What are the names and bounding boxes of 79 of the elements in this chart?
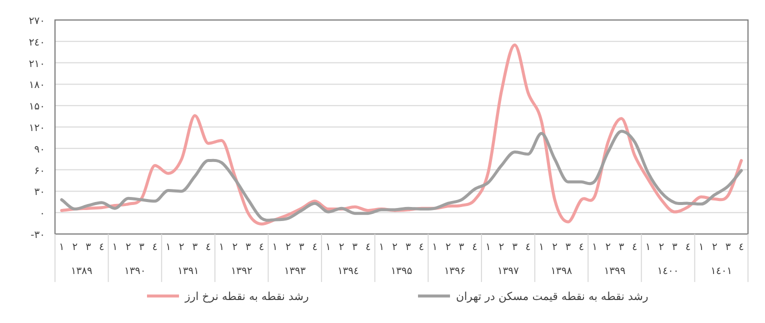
y-tick-label: ۲٤۰ [28,37,45,48]
y-tick-label: ۱۵۰ [28,102,45,113]
x-tick-label: ۳ [246,242,252,253]
text: ۱۳۹۲ [230,266,252,277]
x-tick-label: ۱ [166,242,171,253]
text: ۱۳۹۰ [124,266,146,277]
text: ۱۳۹۶ [444,266,466,277]
x-tick-label: ۳ [725,242,732,253]
x-tick-label: ۳ [618,242,625,253]
text: ۱۳۹۹ [604,266,626,277]
y-tick-label: ۶۰ [34,166,45,177]
x-tick-label: ۳ [458,242,465,253]
text: ۱۳۹۳ [284,266,306,277]
x-tick-label: ۱ [378,242,384,253]
x-tick-label: ۲ [605,242,611,253]
x-tick-label: ۳ [352,242,358,253]
x-tick-label: ٤ [365,242,371,253]
x-tick-label: ۱ [645,242,651,253]
text: ۱۳۹٤ [337,266,359,277]
x-tick-label: ۲ [658,242,664,253]
x-tick-label: ٤ [418,242,424,253]
x-tick-label: ۳ [138,242,145,253]
x-tick-label: ۲ [286,242,291,253]
x-tick-label: ٤ [152,242,158,253]
y-tick-label: -۳۰ [30,230,45,241]
legend-label: رشد نقطه به نقطه قیمت مسکن در تهران [456,290,648,303]
x-tick-label: ۲ [392,242,398,253]
x-tick-label: ٤ [98,242,104,253]
x-tick-label: ۱ [698,242,704,253]
x-tick-label: ۱ [432,242,438,253]
text: ۱٤۰۱ [710,266,732,277]
x-tick-label: ۲ [552,242,558,253]
x-tick-label: ۳ [86,242,92,253]
x-tick-label: ۲ [498,242,504,253]
x-tick-label: ۲ [178,242,184,253]
x-tick-label: ٤ [578,242,584,253]
x-tick-label: ٤ [258,242,264,253]
x-tick-label: ۳ [512,242,518,253]
y-tick-label: ۲۷۰ [28,16,45,27]
y-tick-label: ۱۸۰ [28,80,45,92]
x-tick-label: ٤ [206,242,211,253]
x-tick-label: ۳ [192,242,198,253]
y-tick-label: ۲۱۰ [28,58,45,70]
x-tick-label: ۲ [712,242,718,253]
x-tick-label: ٤ [738,242,744,253]
x-tick-label: ۲ [338,242,344,253]
y-tick-label: ۳۰ [34,187,45,198]
x-tick-label: ۲ [126,242,131,253]
x-tick-label: ۱ [326,242,331,253]
x-tick-label: ۱ [272,242,278,253]
y-tick-label: ۱۲۰ [28,123,45,134]
x-tick-label: ۲ [232,242,238,253]
x-tick-label: ۳ [672,242,678,253]
text: ۱۳۸۹ [70,266,92,277]
text: ۱۳۹۷ [497,266,520,277]
x-tick-label: ۲ [72,242,78,253]
x-tick-label: ٤ [632,242,638,253]
text: ۱۳۹۸ [550,266,573,277]
line-series [60,130,743,222]
x-tick-label: ۲ [445,242,451,253]
text: ۱٤۰۰ [657,266,679,277]
x-tick-label: ٤ [685,242,691,253]
x-tick-label: ۳ [298,242,305,253]
x-tick-label: ۱ [592,242,598,253]
x-tick-label: ۱ [218,242,224,253]
text: ۱۳۹۱ [178,266,200,277]
x-tick-label: ٤ [472,242,478,253]
x-tick-label: ۳ [405,242,412,253]
x-tick-label: ۳ [565,242,572,253]
x-tick-label: ٤ [525,242,531,253]
y-tick-label: ۹۰ [34,144,45,156]
x-tick-label: ٤ [312,242,318,253]
legend-label: رشد نقطه به نقطه نرخ ارز [184,290,309,303]
x-tick-label: ۱ [485,242,491,253]
y-tick-label: ۰ [40,208,45,220]
text: ۱۳۹۵ [390,266,412,277]
x-tick-label: ۱ [112,242,118,253]
x-tick-label: ۱ [538,242,544,253]
x-tick-label: ۱ [58,242,64,253]
